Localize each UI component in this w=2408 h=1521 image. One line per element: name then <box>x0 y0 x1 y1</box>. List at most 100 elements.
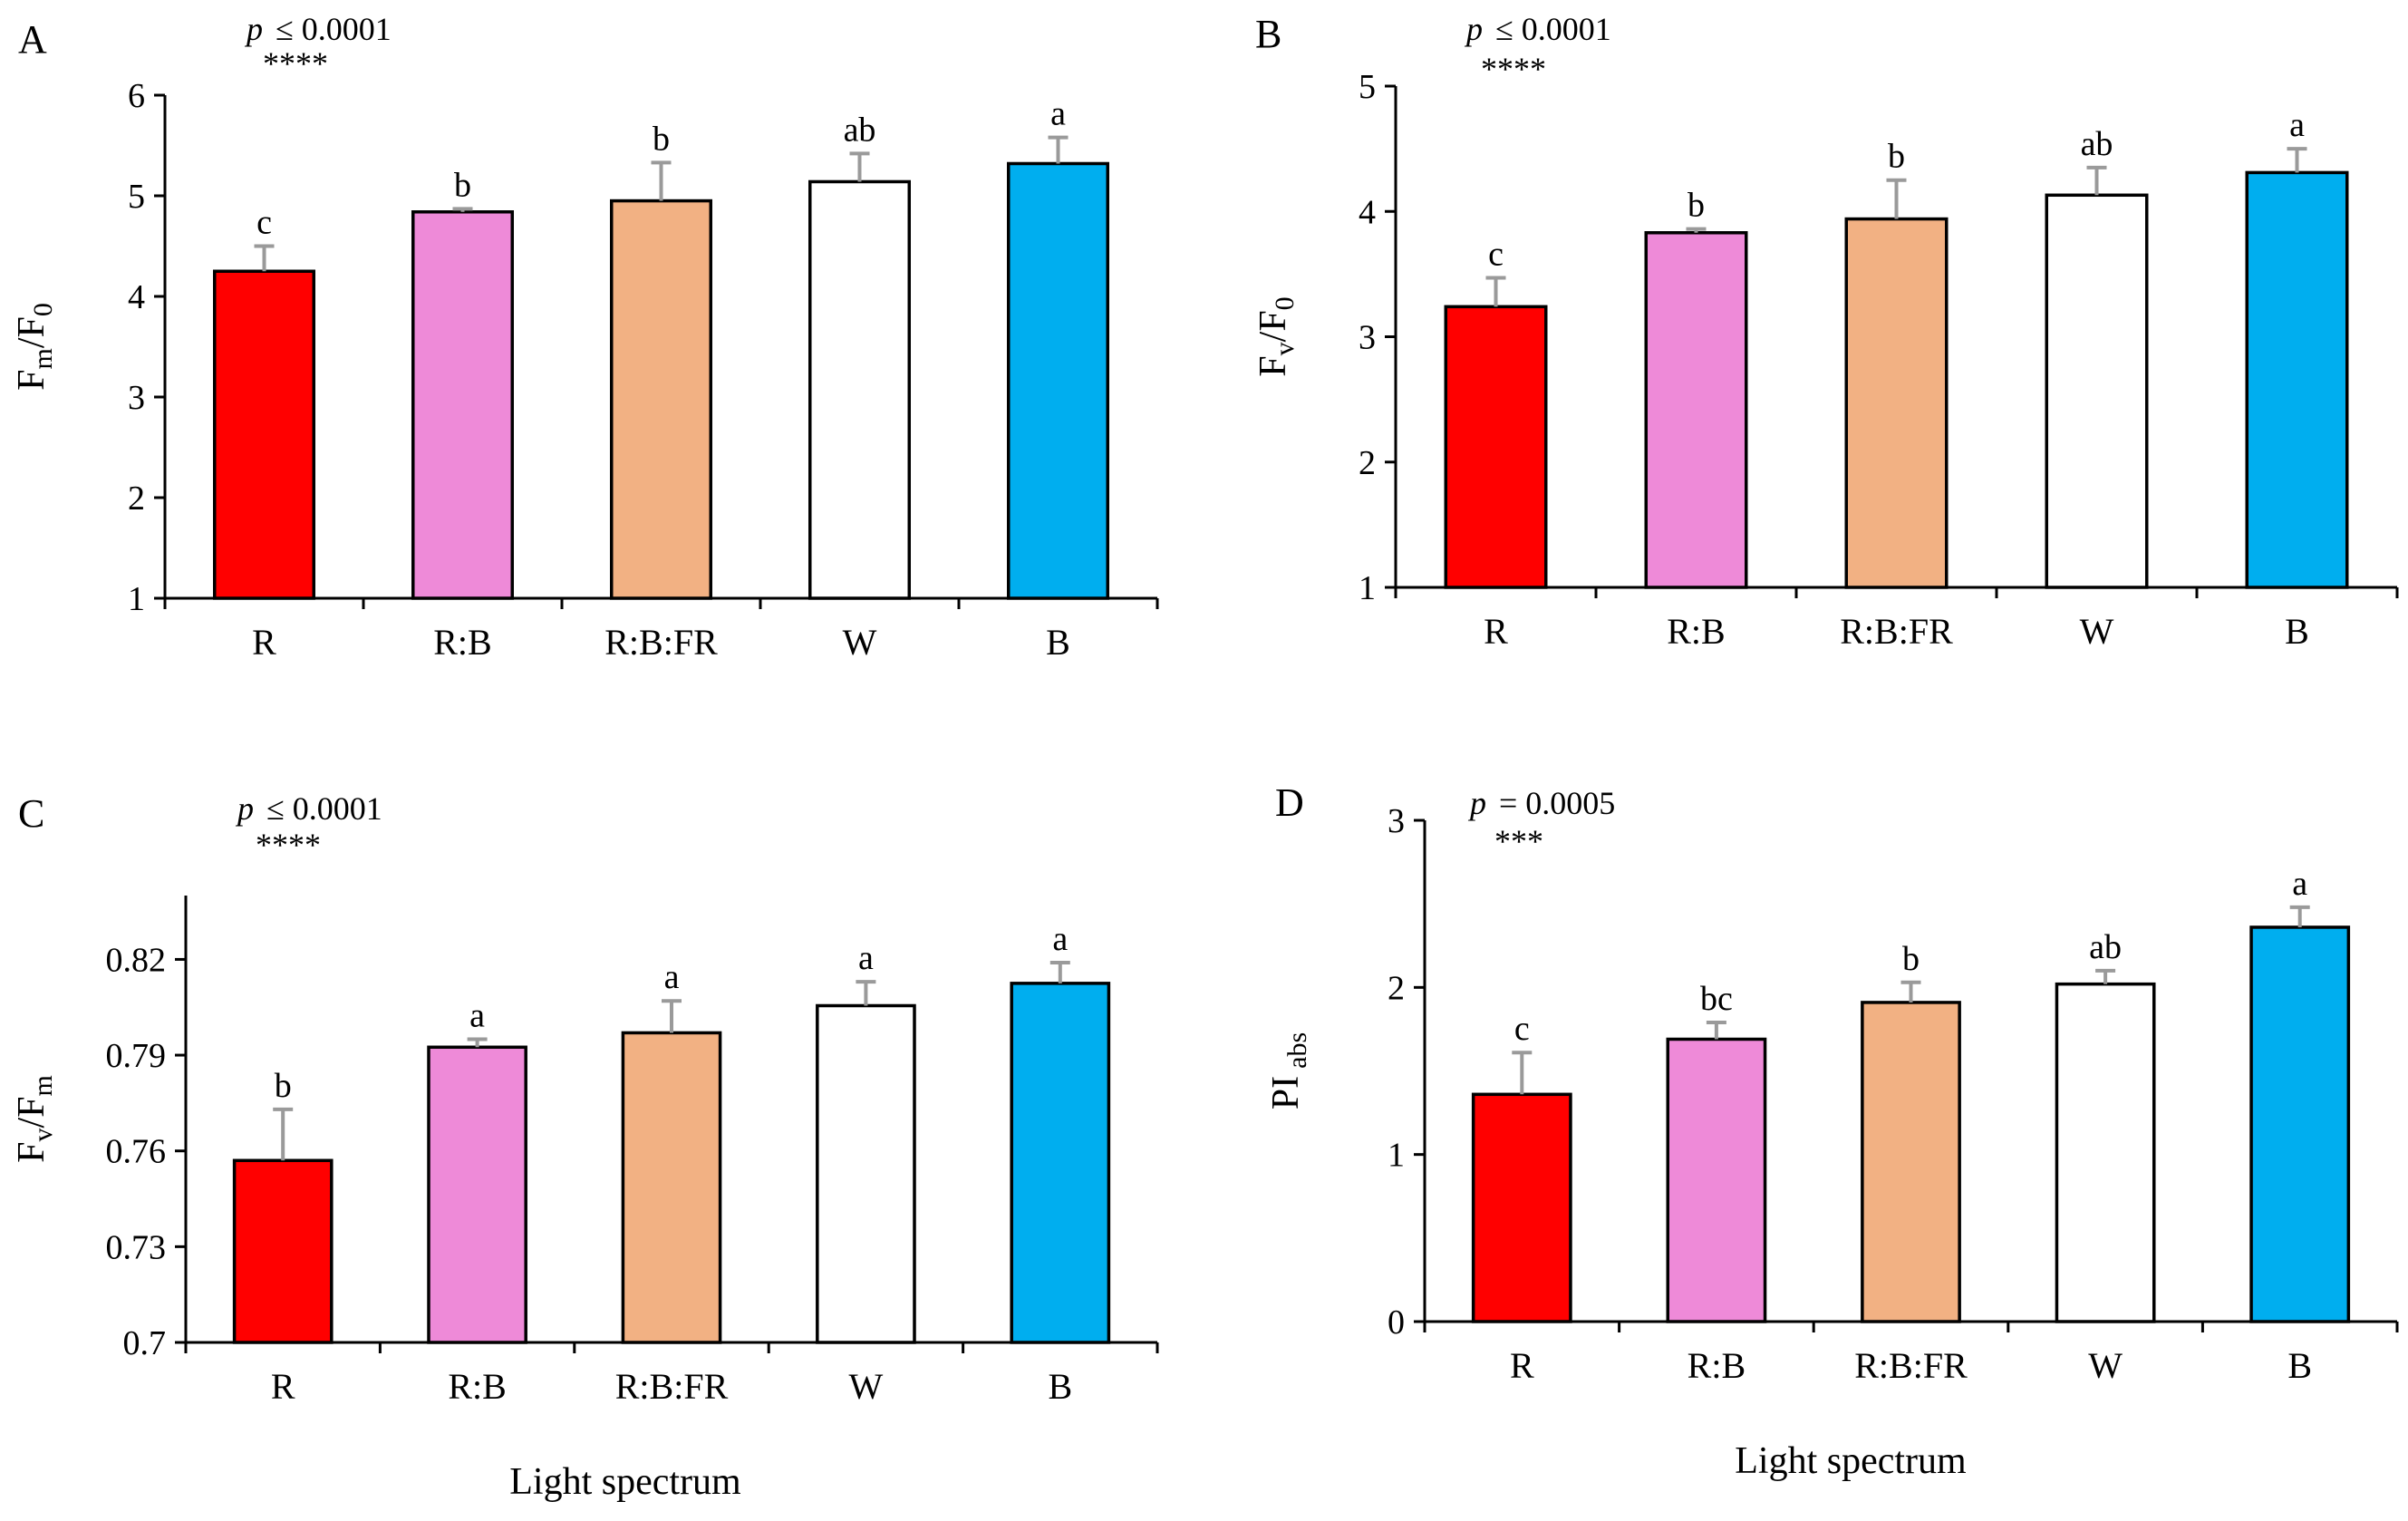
y-axis-title: Fv/Fm <box>11 1075 58 1163</box>
category-label: R:B <box>1688 1345 1746 1386</box>
p-symbol: p <box>1464 11 1483 47</box>
x-axis-title-left: Light spectrum <box>509 1461 741 1503</box>
significance-letter: a <box>1052 920 1068 958</box>
significance-letter: b <box>275 1067 292 1105</box>
panel-a: 1 2 3 4 5 6 c Rb R:B b R:B:FR ab Wa B A p ≤ 0.0001**** Fm… <box>11 11 1159 663</box>
significance-letter: ab <box>2089 928 2122 966</box>
bar <box>411 210 514 600</box>
y-tick-label: 4 <box>1359 193 1376 231</box>
y-title-subscript: abs <box>1282 1032 1312 1069</box>
significance-letter: b <box>1888 138 1905 176</box>
y-title-mid: /F <box>1252 310 1294 342</box>
y-title-mid: /F <box>11 316 53 348</box>
significance-letter: c <box>1488 236 1504 274</box>
p-symbol: p <box>235 790 254 827</box>
y-title-subscript-2: 0 <box>28 303 58 316</box>
category-label: B <box>1048 1366 1072 1407</box>
bar <box>1444 305 1548 589</box>
significance-letter: b <box>454 166 471 204</box>
significance-letter: a <box>858 939 874 977</box>
p-value: ≤ 0.0001 <box>266 790 382 827</box>
y-tick-label: 5 <box>128 178 145 216</box>
significance-letter: a <box>469 996 485 1034</box>
y-title-subscript: v <box>1270 342 1300 355</box>
bar <box>1844 217 1949 589</box>
y-tick-label: 0.73 <box>106 1228 167 1266</box>
category-label: R:B:FR <box>615 1366 729 1407</box>
panel-letter: C <box>18 791 44 836</box>
p-symbol: p <box>244 11 263 47</box>
category-label: B <box>1046 622 1070 663</box>
y-axis-title: Fv/F0 <box>1252 296 1300 376</box>
significance-stars: **** <box>256 827 321 863</box>
category-label: R <box>252 622 276 663</box>
y-title-subscript: m <box>28 348 58 369</box>
y-tick-label: 0 <box>1388 1303 1405 1342</box>
y-title-main: F <box>1252 355 1294 376</box>
significance-letter: bc <box>1700 980 1733 1018</box>
category-label: R:B:FR <box>604 622 718 663</box>
bar <box>816 1003 916 1344</box>
bar <box>621 1031 722 1344</box>
y-tick-label: 1 <box>128 580 145 618</box>
y-tick-label: 0.7 <box>123 1324 167 1362</box>
y-title-main: F <box>11 1142 53 1163</box>
p-value: ≤ 0.0001 <box>1495 11 1611 47</box>
y-tick-label: 0.76 <box>106 1133 167 1171</box>
p-value: = 0.0005 <box>1499 785 1615 821</box>
significance-stars: *** <box>1494 823 1543 859</box>
category-label: R <box>1510 1345 1534 1386</box>
panel-b: 1 2 3 4 5 c Rb R:B b R:B:FR ab Wa B B p ≤ 0.0001 **** Fv/… <box>1252 11 2399 652</box>
significance-letter: c <box>256 204 272 242</box>
y-tick-label: 2 <box>128 480 145 518</box>
significance-letter: ab <box>844 111 876 149</box>
panel-letter: D <box>1275 780 1304 825</box>
bar <box>2245 170 2349 589</box>
category-label: B <box>2285 611 2309 652</box>
significance-letter: a <box>2289 106 2305 144</box>
y-title-main: PI <box>1265 1076 1307 1109</box>
panel-letter: A <box>18 17 47 62</box>
bar <box>610 199 712 600</box>
y-tick-label: 2 <box>1359 444 1376 482</box>
category-label: R <box>271 1366 295 1407</box>
y-title-subscript: v <box>28 1129 58 1142</box>
bar <box>1861 1001 1961 1323</box>
x-axis-title-right: Light spectrum <box>1735 1440 1967 1482</box>
significance-letter: ab <box>2081 125 2113 163</box>
category-label: R:B <box>1667 611 1725 652</box>
panel-d: 0 1 2 3 c Rbc R:B b R:B:FR ab Wa B D p = 0.0005*** PI ab… <box>1265 780 2399 1386</box>
y-tick-label: 0.79 <box>106 1037 167 1075</box>
y-tick-label: 4 <box>128 278 145 316</box>
y-tick-label: 1 <box>1359 569 1376 607</box>
bar <box>427 1045 527 1344</box>
bar <box>1666 1037 1767 1323</box>
bar <box>1010 982 1111 1344</box>
panel-c: 0.7 0.73 0.76 0.79 0.82 b Ra R:B a R:B:FR a Wa B C p ≤ … <box>11 790 1159 1407</box>
bar <box>1007 161 1109 600</box>
y-tick-label: 6 <box>128 77 145 115</box>
y-tick-label: 0.82 <box>106 941 167 979</box>
bar <box>2055 982 2156 1323</box>
y-title-main: F <box>11 370 53 391</box>
p-value-annotation: p ≤ 0.0001 <box>244 11 392 47</box>
y-axis-title: PI abs <box>1265 1032 1312 1109</box>
significance-stars: **** <box>263 45 328 82</box>
category-label: W <box>2088 1345 2123 1386</box>
category-label: W <box>849 1366 884 1407</box>
significance-letter: a <box>664 958 680 996</box>
category-label: W <box>843 622 877 663</box>
category-label: R:B <box>433 622 491 663</box>
category-label: R:B <box>448 1366 506 1407</box>
significance-letter: a <box>1050 95 1066 133</box>
bar <box>1644 231 1748 589</box>
category-label: W <box>2080 611 2114 652</box>
p-value-annotation: p = 0.0005 <box>1467 785 1615 821</box>
bar <box>808 179 911 600</box>
category-label: R <box>1484 611 1508 652</box>
y-tick-label: 1 <box>1388 1137 1405 1175</box>
category-label: R:B:FR <box>1840 611 1953 652</box>
y-title-subscript-2: 0 <box>1270 296 1300 310</box>
significance-stars: **** <box>1481 51 1546 87</box>
